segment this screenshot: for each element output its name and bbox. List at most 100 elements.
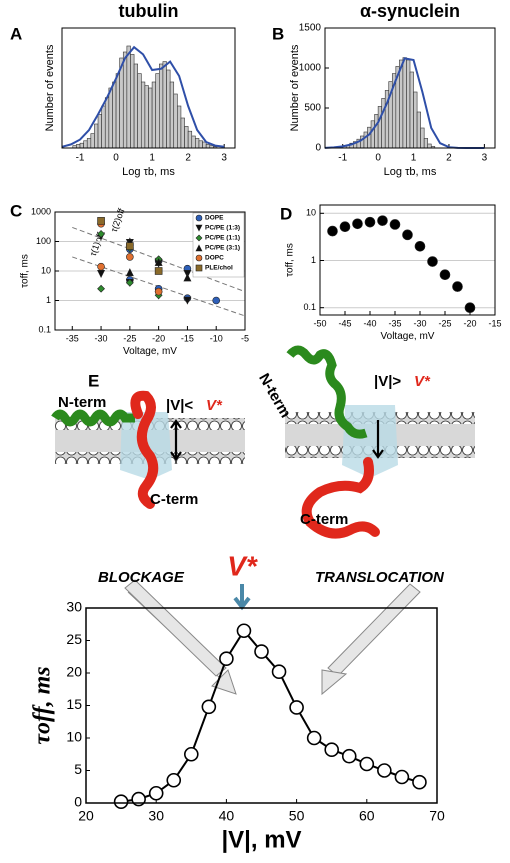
arrow	[170, 419, 182, 461]
point	[412, 774, 427, 790]
x-tick-label: 1	[411, 153, 417, 164]
point	[327, 225, 338, 237]
bar	[101, 105, 106, 149]
legend-marker	[195, 254, 203, 262]
point	[339, 221, 351, 233]
point	[201, 699, 217, 715]
point	[148, 785, 164, 801]
bar	[148, 87, 153, 149]
legend-marker	[195, 264, 203, 272]
point	[236, 623, 252, 639]
point	[166, 772, 182, 788]
x-tick-label: 30	[148, 808, 164, 824]
x-tick-label: 50	[289, 808, 305, 824]
bar	[399, 59, 404, 149]
x-tick-label: -15	[181, 333, 194, 343]
bar	[180, 117, 185, 149]
x-axis-label: Voltage, mV	[123, 346, 177, 357]
x-tick-label: -35	[66, 333, 79, 343]
c-terminus	[301, 457, 380, 539]
annotation: V*	[414, 373, 431, 390]
bar	[198, 140, 203, 149]
bar	[184, 126, 189, 149]
y-tick-label: 500	[304, 103, 321, 114]
y-tick-label: 1	[311, 255, 316, 265]
x-tick-label: -15	[488, 318, 501, 328]
x-tick-label: -20	[463, 318, 476, 328]
panel-label: C	[10, 201, 22, 220]
annotation: C-term	[300, 511, 348, 528]
point	[464, 302, 476, 313]
y-tick-label: 100	[36, 236, 51, 246]
legend-label: PC/PE (3:1)	[205, 245, 240, 252]
legend-label: DOPE	[205, 215, 224, 222]
y-tick-label: 1	[46, 295, 51, 305]
point	[154, 267, 163, 275]
point	[389, 219, 401, 230]
bar	[133, 63, 138, 149]
point	[439, 269, 451, 281]
y-axis-label: Number of events	[289, 44, 301, 131]
legend-label: DOPC	[205, 255, 224, 262]
y-tick-label: 10	[41, 265, 51, 275]
legend-marker	[195, 234, 203, 242]
point	[97, 262, 105, 271]
panel-label: D	[280, 204, 292, 223]
point	[377, 763, 392, 778]
point	[125, 268, 134, 277]
bar	[423, 138, 429, 149]
legend-marker	[195, 214, 203, 222]
x-tick-label: -1	[338, 153, 347, 164]
bar	[151, 81, 157, 149]
y-tick-label: 15	[66, 696, 82, 712]
point	[97, 284, 105, 293]
y-tick-label: 10	[306, 208, 316, 218]
x-tick-label: -30	[413, 318, 426, 328]
bar	[108, 87, 113, 149]
y-tick-label: 25	[66, 631, 82, 647]
x-tick-label: 0	[113, 153, 119, 164]
legend-label: PLE/chol	[205, 265, 233, 272]
plot-frame	[54, 211, 246, 331]
c-terminus	[130, 390, 159, 509]
y-tick-label: 0	[74, 794, 82, 810]
point	[377, 215, 388, 226]
y-tick-label: 0.1	[303, 302, 316, 312]
bar	[126, 45, 131, 149]
bar	[205, 144, 211, 149]
x-axis-label: Log τb, ms	[122, 166, 175, 178]
point	[125, 278, 134, 287]
pore	[342, 405, 398, 478]
point	[212, 296, 221, 305]
bar	[195, 138, 200, 149]
x-axis-label: Log τb, ms	[384, 166, 437, 178]
point	[254, 644, 269, 659]
bar	[122, 51, 128, 149]
point	[97, 217, 105, 225]
bar	[119, 57, 124, 149]
bar	[413, 91, 418, 149]
bar	[402, 57, 407, 149]
x-tick-label: -40	[363, 318, 376, 328]
chart-title: tubulin	[119, 1, 179, 21]
n-terminus	[286, 345, 368, 439]
line	[120, 629, 420, 803]
annotation: |V|<	[166, 397, 193, 414]
y-tick-label: 20	[66, 664, 82, 680]
legend-label: PC/PE (1:3)	[205, 225, 240, 232]
bar	[104, 97, 110, 149]
bar	[202, 141, 207, 149]
bar	[427, 143, 432, 149]
x-tick-label: 3	[221, 153, 227, 164]
bar	[76, 144, 81, 149]
bar	[191, 135, 196, 149]
bar	[79, 142, 84, 149]
plot-frame	[319, 204, 496, 316]
x-tick-label: 60	[359, 808, 375, 824]
y-tick-label: 5	[74, 761, 82, 777]
pointer-arrow	[327, 583, 421, 677]
bar	[144, 85, 149, 149]
annotation: τ(2)off	[109, 207, 127, 234]
bar	[140, 81, 146, 149]
